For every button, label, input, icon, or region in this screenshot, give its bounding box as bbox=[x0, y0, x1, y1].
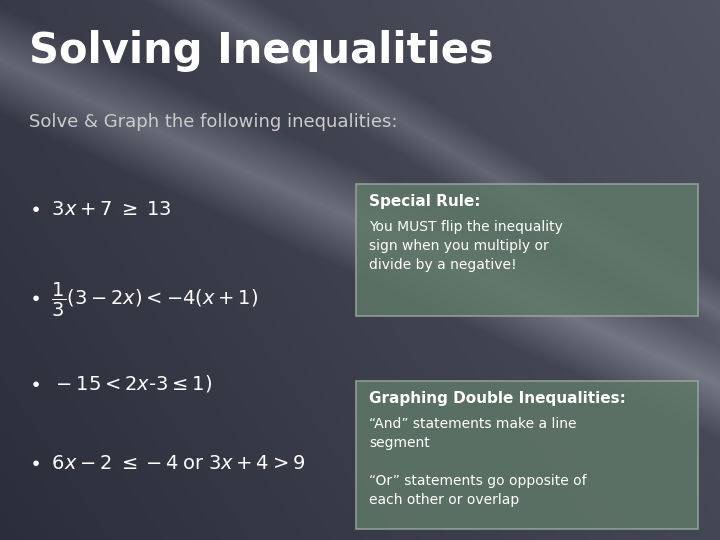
Text: “And” statements make a line
segment

“Or” statements go opposite of
each other : “And” statements make a line segment “Or… bbox=[369, 417, 587, 507]
Text: Solve & Graph the following inequalities:: Solve & Graph the following inequalities… bbox=[29, 113, 397, 131]
Text: You MUST flip the inequality
sign when you multiply or
divide by a negative!: You MUST flip the inequality sign when y… bbox=[369, 220, 563, 272]
Text: $\bullet\;\; -15 < 2x\text{-}3 \leq 1)$: $\bullet\;\; -15 < 2x\text{-}3 \leq 1)$ bbox=[29, 373, 212, 394]
Text: $\bullet\;\; 6x - 2\;\leq -4\;\mathrm{or}\; 3x + 4 > 9$: $\bullet\;\; 6x - 2\;\leq -4\;\mathrm{or… bbox=[29, 454, 305, 472]
Text: Special Rule:: Special Rule: bbox=[369, 194, 481, 210]
Text: Solving Inequalities: Solving Inequalities bbox=[29, 30, 493, 72]
Text: $\bullet\;\; \dfrac{1}{3}(3 - 2x) < -4(x + 1)$: $\bullet\;\; \dfrac{1}{3}(3 - 2x) < -4(x… bbox=[29, 281, 258, 319]
FancyBboxPatch shape bbox=[356, 184, 698, 316]
Text: Graphing Double Inequalities:: Graphing Double Inequalities: bbox=[369, 392, 626, 407]
FancyBboxPatch shape bbox=[356, 381, 698, 529]
Text: $\bullet\;\; 3x + 7\;\geq\;13$: $\bullet\;\; 3x + 7\;\geq\;13$ bbox=[29, 200, 171, 219]
